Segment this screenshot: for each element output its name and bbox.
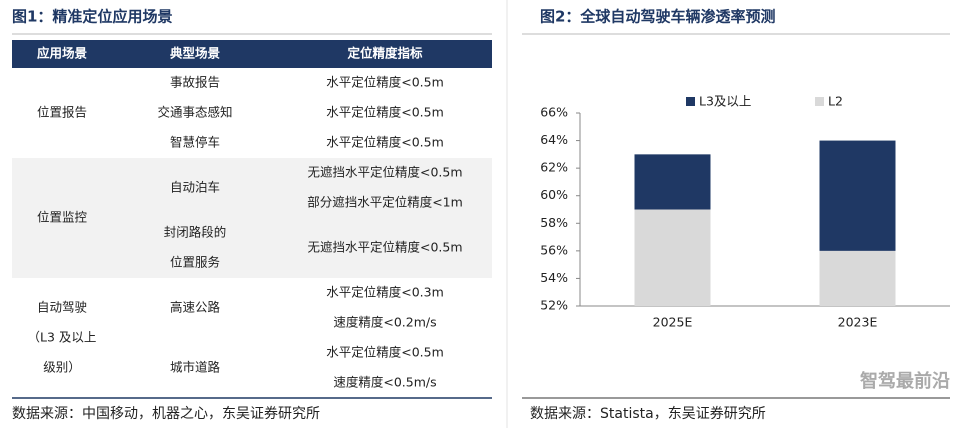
header-cell: 典型场景 [170, 46, 221, 61]
legend-label: L3及以上 [699, 94, 751, 109]
spec-cell: 水平定位精度<0.5m [326, 75, 444, 90]
typical-cell: 事故报告 [170, 75, 220, 90]
spec-cell: 无遮挡水平定位精度<0.5m [307, 165, 462, 180]
bar-segment [634, 154, 711, 210]
scene-cell: 位置报告 [37, 105, 87, 120]
typical-cell: 位置服务 [170, 255, 220, 270]
legend-swatch [686, 97, 695, 106]
y-tick-label: 62% [540, 160, 568, 175]
scene-cell: 自动驾驶 [37, 300, 88, 315]
header-cell: 应用场景 [37, 46, 88, 61]
legend-label: L2 [828, 94, 843, 109]
typical-cell: 智慧停车 [170, 135, 220, 150]
y-tick-label: 60% [540, 187, 568, 202]
chart-title: 图2：全球自动驾驶车辆渗透率预测 [540, 8, 775, 26]
scene-cell: （L3 及以上 [28, 330, 97, 345]
table-source: 数据来源：中国移动，机器之心，东吴证券研究所 [12, 406, 320, 422]
typical-cell: 城市道路 [170, 360, 221, 375]
spec-cell: 水平定位精度<0.5m [326, 105, 444, 120]
header-cell: 定位精度指标 [346, 46, 423, 61]
y-tick-label: 56% [540, 242, 568, 257]
spec-cell: 水平定位精度<0.5m [326, 345, 444, 360]
typical-cell: 交通事态感知 [157, 105, 232, 120]
table-title: 图1：精准定位应用场景 [12, 8, 172, 26]
spec-cell: 部分遮挡水平定位精度<1m [307, 195, 463, 210]
typical-cell: 高速公路 [170, 300, 221, 315]
bar-segment [819, 140, 896, 251]
table-header [12, 40, 492, 68]
scene-cell: 级别） [43, 360, 81, 375]
typical-cell: 封闭路段的 [164, 225, 227, 240]
row-band [12, 158, 492, 278]
y-tick-label: 54% [540, 270, 568, 285]
spec-cell: 速度精度<0.5m/s [333, 375, 436, 390]
y-tick-label: 66% [540, 105, 568, 120]
typical-cell: 自动泊车 [170, 180, 220, 195]
y-tick-label: 58% [540, 215, 568, 230]
bar-segment [819, 250, 896, 306]
spec-cell: 无遮挡水平定位精度<0.5m [307, 240, 462, 255]
bar-segment [634, 209, 711, 306]
chart-source: 数据来源：Statista，东吴证券研究所 [530, 406, 766, 422]
y-tick-label: 52% [540, 298, 568, 313]
legend-swatch [815, 97, 824, 106]
spec-cell: 速度精度<0.2m/s [333, 315, 436, 330]
spec-cell: 水平定位精度<0.3m [326, 285, 444, 300]
x-tick-label: 2025E [653, 315, 693, 330]
spec-cell: 水平定位精度<0.5m [326, 135, 444, 150]
x-tick-label: 2023E [838, 315, 878, 330]
watermark: 智驾最前沿 [860, 370, 950, 392]
scene-cell: 位置监控 [37, 210, 88, 225]
y-tick-label: 64% [540, 132, 568, 147]
